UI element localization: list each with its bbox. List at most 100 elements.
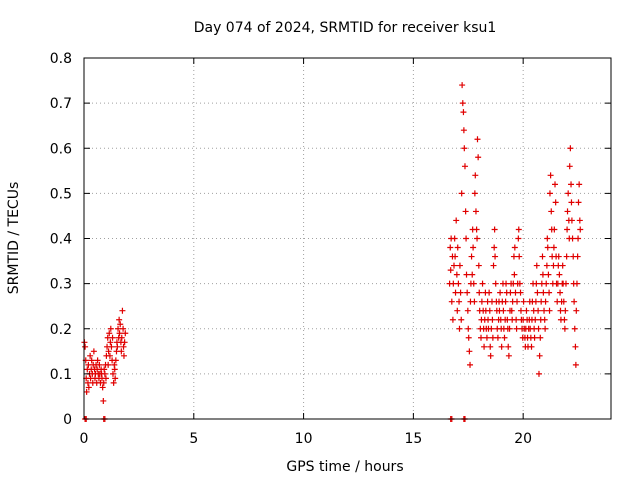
data-point [82, 343, 89, 350]
data-point [110, 379, 117, 386]
data-point [557, 289, 564, 296]
data-point [487, 343, 494, 350]
x-axis-label: GPS time / hours [286, 459, 403, 475]
data-point [456, 325, 463, 332]
data-point [550, 244, 557, 251]
data-point [460, 109, 467, 116]
data-point [537, 334, 544, 341]
data-point [111, 366, 118, 373]
data-point [490, 262, 497, 269]
data-point [458, 190, 465, 197]
data-point [572, 361, 579, 368]
y-tick-label: 0.1 [50, 367, 72, 383]
data-point [447, 267, 454, 274]
data-point [481, 343, 488, 350]
data-point [100, 379, 107, 386]
data-point [452, 253, 459, 260]
data-point [541, 307, 548, 314]
data-point [105, 348, 112, 355]
data-point [464, 307, 471, 314]
data-point [456, 262, 463, 269]
data-point [543, 280, 550, 287]
data-point [87, 352, 94, 359]
data-point [515, 226, 522, 233]
data-point [467, 361, 474, 368]
data-point [535, 325, 542, 332]
data-point [571, 325, 578, 332]
chart-title: Day 074 of 2024, SRMTID for receiver ksu… [194, 20, 497, 36]
data-point [462, 208, 469, 215]
data-point [489, 334, 496, 341]
y-tick-labels: 0 0.1 0.2 0.3 0.4 0.5 0.6 0.7 0.8 [50, 51, 72, 428]
data-point [567, 145, 574, 152]
data-point [101, 366, 108, 373]
data-point [469, 271, 476, 278]
data-point [512, 289, 519, 296]
data-point [461, 163, 468, 170]
data-point [552, 199, 559, 206]
data-point [505, 343, 512, 350]
data-point [479, 280, 486, 287]
data-point [106, 330, 113, 337]
data-point [508, 307, 515, 314]
x-tick-labels: 0 5 10 15 20 [80, 431, 533, 447]
data-point [473, 226, 480, 233]
data-point [566, 163, 573, 170]
data-point [528, 343, 535, 350]
data-point [448, 298, 455, 305]
data-point [483, 334, 490, 341]
data-point [576, 181, 583, 188]
data-point [544, 235, 551, 242]
data-point [450, 280, 457, 287]
x-tick-label: 15 [404, 431, 422, 447]
data-point [461, 145, 468, 152]
axis-ticks [83, 57, 611, 420]
data-point [453, 217, 460, 224]
y-tick-label: 0.5 [50, 186, 72, 202]
data-point [106, 352, 113, 359]
data-point [486, 289, 493, 296]
data-point [475, 262, 482, 269]
data-point [460, 127, 467, 134]
data-point [105, 361, 112, 368]
data-point [565, 190, 572, 197]
data-point [90, 348, 97, 355]
data-point [120, 343, 127, 350]
data-point [487, 352, 494, 359]
data-point [552, 181, 559, 188]
data-point [520, 298, 527, 305]
data-point [517, 307, 524, 314]
y-tick-label: 0.7 [50, 96, 72, 112]
data-point [118, 348, 125, 355]
data-point [514, 298, 521, 305]
data-point [544, 244, 551, 251]
data-point [491, 244, 498, 251]
data-point [456, 298, 463, 305]
data-point [559, 262, 566, 269]
data-point [471, 298, 478, 305]
data-point [569, 235, 576, 242]
data-point [117, 321, 124, 328]
data-point [531, 334, 538, 341]
data-point [576, 217, 583, 224]
data-point [503, 280, 510, 287]
x-tick-label: 5 [189, 431, 198, 447]
data-point [120, 325, 127, 332]
data-point [546, 289, 553, 296]
data-point [120, 352, 127, 359]
data-point [451, 235, 458, 242]
data-point [492, 253, 499, 260]
data-point [573, 280, 580, 287]
data-point [466, 348, 473, 355]
data-point [119, 307, 126, 314]
data-point [474, 136, 481, 143]
data-point [101, 370, 108, 377]
data-point [516, 280, 523, 287]
data-point [561, 316, 568, 323]
data-point [109, 334, 116, 341]
data-point [501, 334, 508, 341]
data-point [464, 289, 471, 296]
data-point [488, 325, 495, 332]
data-point [511, 271, 518, 278]
data-point [472, 208, 479, 215]
